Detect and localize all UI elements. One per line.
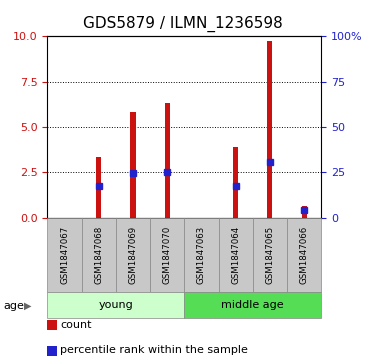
Text: middle age: middle age — [222, 300, 284, 310]
Bar — [116, 218, 150, 292]
Text: count: count — [60, 320, 92, 330]
Text: GSM1847065: GSM1847065 — [265, 226, 274, 284]
Bar — [233, 147, 238, 218]
Text: GSM1847067: GSM1847067 — [60, 226, 69, 284]
Bar — [96, 157, 101, 218]
Bar — [267, 41, 272, 218]
Text: GSM1847069: GSM1847069 — [128, 226, 138, 284]
Text: GSM1847063: GSM1847063 — [197, 226, 206, 284]
Bar — [219, 218, 253, 292]
Bar — [165, 102, 170, 218]
Text: ▶: ▶ — [24, 301, 31, 311]
Bar — [47, 292, 184, 318]
Text: GSM1847068: GSM1847068 — [94, 226, 103, 284]
Bar — [82, 218, 116, 292]
Bar — [287, 218, 321, 292]
Text: percentile rank within the sample: percentile rank within the sample — [60, 345, 248, 355]
Text: GSM1847064: GSM1847064 — [231, 226, 240, 284]
Bar — [47, 218, 82, 292]
Bar — [184, 218, 219, 292]
Text: GDS5879 / ILMN_1236598: GDS5879 / ILMN_1236598 — [82, 16, 283, 32]
Bar — [130, 112, 135, 218]
Bar — [150, 218, 184, 292]
Bar — [184, 292, 321, 318]
Bar — [301, 206, 307, 218]
Text: GSM1847066: GSM1847066 — [300, 226, 308, 284]
Text: young: young — [99, 300, 133, 310]
Text: age: age — [4, 301, 24, 311]
Text: GSM1847070: GSM1847070 — [163, 226, 172, 284]
Bar — [253, 218, 287, 292]
